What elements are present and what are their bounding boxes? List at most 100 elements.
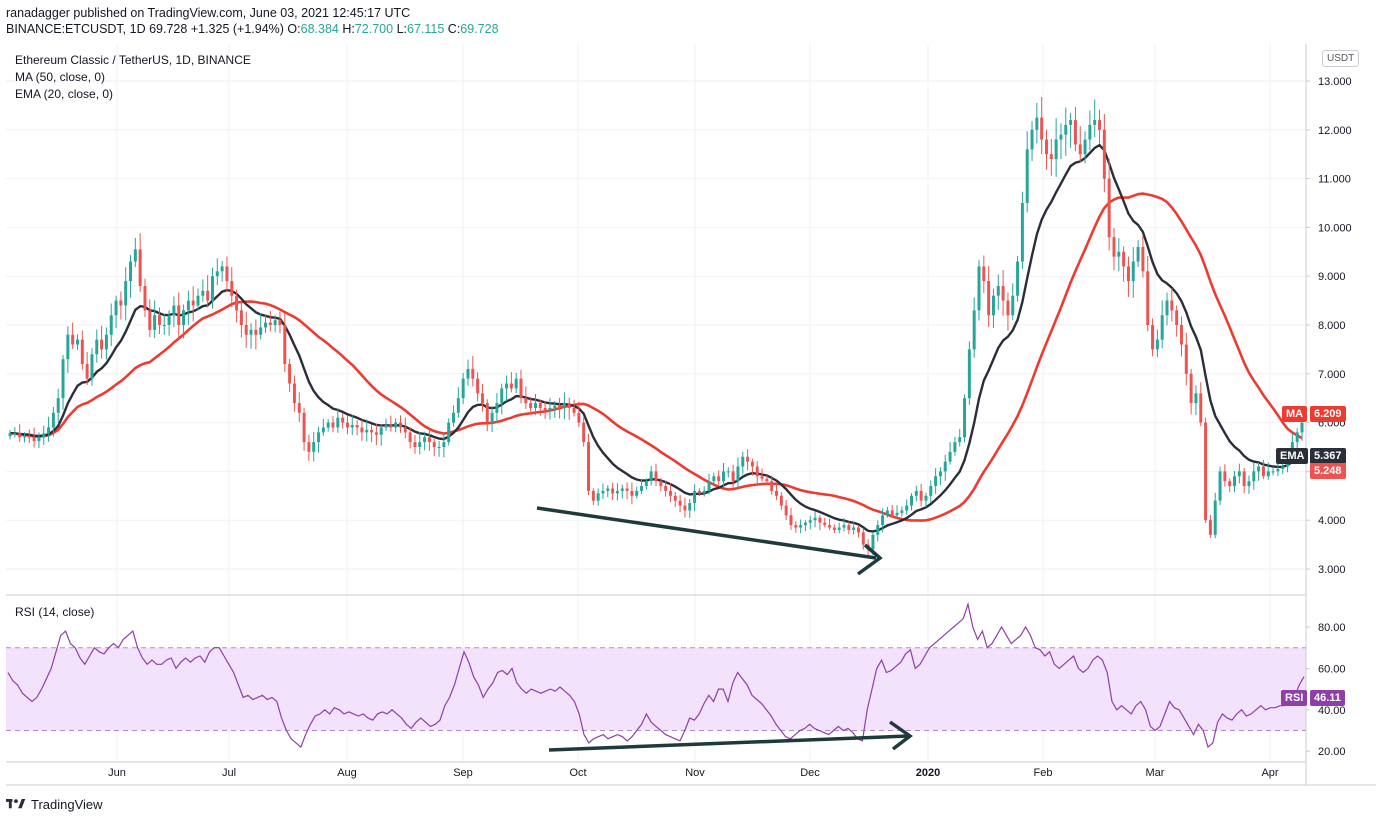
candle-body xyxy=(100,339,104,350)
candle-body xyxy=(1223,471,1227,482)
candle-body xyxy=(403,427,407,433)
time-axis-ticks[interactable]: Jun Jul Aug Sep Oct Nov Dec 2020 Feb Mar Apr xyxy=(108,767,1279,779)
rsi-trendline-annotation[interactable] xyxy=(548,720,913,752)
candle-body xyxy=(1146,271,1150,325)
ma-legend[interactable]: MA (50, close, 0) xyxy=(15,70,106,84)
last-price-tag: 5.248 xyxy=(1310,463,1346,479)
candle-body xyxy=(1083,139,1087,155)
candle-body xyxy=(659,481,663,487)
candle-body xyxy=(109,315,113,335)
ma-50-path xyxy=(10,192,1303,522)
candle-body xyxy=(558,405,562,408)
candle-body xyxy=(746,456,750,462)
candle-body xyxy=(726,471,730,473)
price-axis-ticks[interactable]: 13.000 12.000 11.000 10.000 9.000 8.000 7.000 6… xyxy=(1306,76,1352,576)
candle-body xyxy=(664,486,668,491)
candle-body xyxy=(828,525,832,528)
candle-body xyxy=(379,427,383,435)
candle-body xyxy=(104,334,108,350)
candle-body xyxy=(1237,471,1241,477)
candle-body xyxy=(365,429,369,433)
candle-body xyxy=(1054,139,1058,160)
rsi-pane xyxy=(6,647,1306,731)
candle-body xyxy=(326,422,330,428)
candle-body xyxy=(1266,471,1270,477)
candle-body xyxy=(548,407,552,411)
candle-body xyxy=(1093,120,1097,125)
candle-body xyxy=(355,425,359,428)
candle-body xyxy=(514,378,518,389)
candle-body xyxy=(1184,344,1188,374)
candle-body xyxy=(948,451,952,462)
rsi-legend[interactable]: RSI (14, close) xyxy=(15,605,95,619)
candle-body xyxy=(61,359,65,399)
candle-body xyxy=(929,486,933,496)
candle-body xyxy=(148,310,152,330)
candle-body xyxy=(1059,134,1063,140)
candle-body xyxy=(129,261,133,282)
currency-badge[interactable]: USDT xyxy=(1322,50,1360,67)
candle-body xyxy=(1045,139,1048,155)
candle-body xyxy=(996,285,1000,296)
candle-body xyxy=(538,403,542,408)
symbol-label: BINANCE:ETCUSDT, 1D xyxy=(6,22,146,36)
candle-body xyxy=(543,407,547,411)
trendline-annotation[interactable] xyxy=(536,506,883,576)
candle-body xyxy=(471,368,475,379)
time-tick-label: 2020 xyxy=(916,767,940,779)
candle-body xyxy=(278,320,282,325)
candle-body xyxy=(885,510,889,516)
tradingview-logo-icon[interactable] xyxy=(6,796,26,812)
price-tick-label: 7.000 xyxy=(1318,369,1346,381)
candle-body xyxy=(1078,144,1082,155)
candle-body xyxy=(1011,295,1015,316)
candle-body xyxy=(823,522,827,526)
time-tick-label: Sep xyxy=(453,767,473,779)
candle-body xyxy=(452,412,456,423)
candle-body xyxy=(736,466,740,482)
chart-title: Ethereum Classic / TetherUS, 1D, BINANCE xyxy=(15,53,251,67)
candle-body xyxy=(1025,149,1029,203)
candle-body xyxy=(370,429,374,433)
candle-body xyxy=(350,425,354,428)
rsi-axis-ticks[interactable]: 80.00 60.00 40.00 20.00 xyxy=(1306,622,1346,758)
candle-body xyxy=(399,422,402,428)
candle-body xyxy=(1194,393,1198,404)
candle-body xyxy=(1131,261,1135,282)
candle-body xyxy=(27,436,31,438)
candle-body xyxy=(1126,266,1130,282)
candle-body xyxy=(394,422,398,428)
candle-body xyxy=(1141,246,1145,272)
candle-body xyxy=(519,378,523,399)
candle-body xyxy=(389,425,393,428)
candle-body xyxy=(1218,471,1222,501)
footer: TradingView xyxy=(6,796,103,812)
candle-body xyxy=(1199,393,1203,423)
candle-body xyxy=(895,512,899,516)
price-tick-label: 3.000 xyxy=(1318,564,1346,576)
candle-body xyxy=(56,398,60,413)
candle-body xyxy=(640,486,644,491)
candle-body xyxy=(1069,120,1073,125)
ma-50-line xyxy=(10,192,1303,522)
candle-body xyxy=(1117,251,1121,257)
ema-legend[interactable]: EMA (20, close, 0) xyxy=(15,87,114,101)
candle-body xyxy=(601,490,605,494)
candle-body xyxy=(230,281,234,296)
candle-body xyxy=(239,310,243,325)
main-grid xyxy=(6,44,1306,762)
candle-body xyxy=(1151,325,1155,350)
candle-body xyxy=(567,403,571,408)
candle-body xyxy=(302,412,306,443)
footer-brand[interactable]: TradingView xyxy=(31,796,103,812)
candle-body xyxy=(215,271,219,277)
candle-body xyxy=(717,476,721,482)
candle-body xyxy=(317,432,321,443)
candle-body xyxy=(562,403,566,408)
ohlc-line: BINANCE:ETCUSDT, 1D 69.728 +1.325 (+1.94… xyxy=(6,22,499,36)
candle-body xyxy=(413,442,417,447)
candle-body xyxy=(1295,432,1299,443)
candle-body xyxy=(832,527,836,530)
candle-body xyxy=(1107,178,1111,238)
